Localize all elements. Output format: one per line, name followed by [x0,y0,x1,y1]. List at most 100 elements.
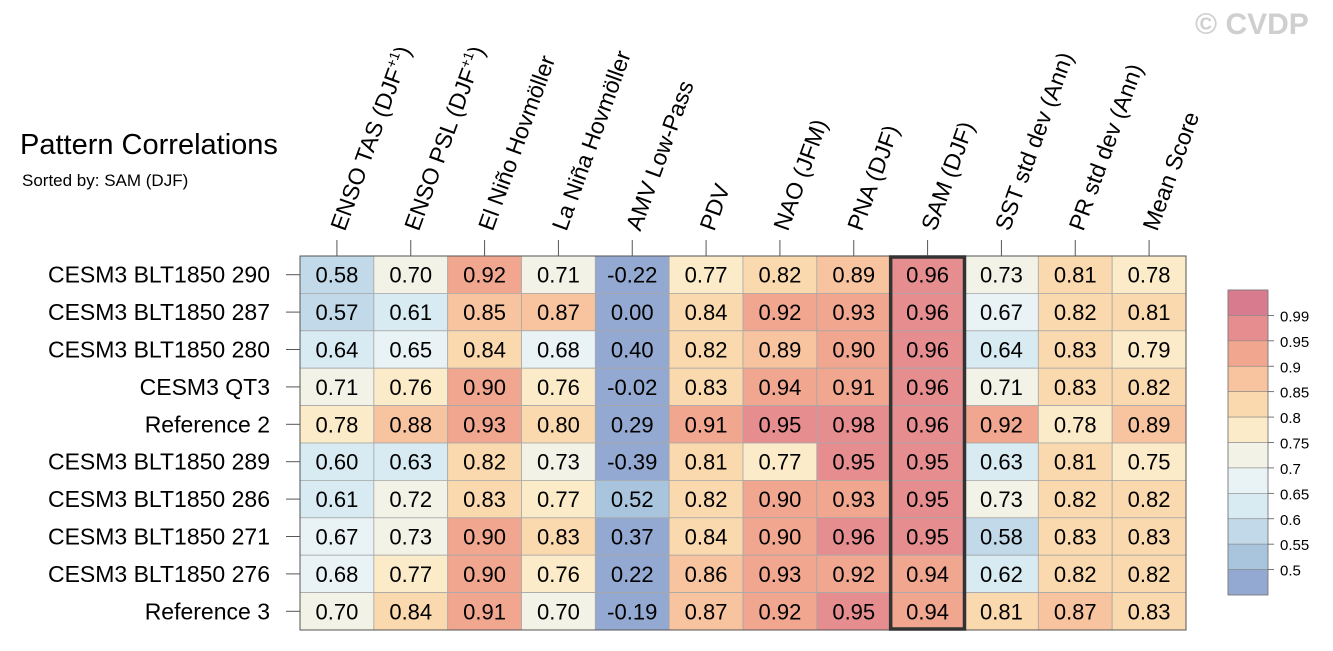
heatmap-cell [299,517,375,556]
cell-value: 0.62 [980,562,1023,587]
colorbar-label: 0.65 [1280,486,1309,503]
heatmap-cell [742,479,818,519]
cell-value: 0.73 [980,263,1023,288]
cell-value: 0.96 [832,525,875,550]
cell-value: 0.82 [685,338,728,363]
column-label: PNA (DJF) [842,122,904,234]
row-label: CESM3 BLT1850 289 [48,449,270,475]
colorbar-label: 0.95 [1280,334,1309,351]
cell-value: 0.91 [685,412,728,437]
cell-value: 0.82 [463,450,506,475]
cell-value: 0.81 [685,450,728,475]
cell-value: 0.52 [611,487,654,512]
cell-value: 0.82 [685,487,728,512]
heatmap-cell [594,517,670,556]
colorbar-swatch [1227,416,1269,443]
heatmap-cell [447,517,522,556]
cell-value: 0.95 [906,525,949,550]
row-label: CESM3 BLT1850 276 [48,561,270,587]
cell-value: 0.70 [537,599,580,624]
cell-value: 0.58 [980,525,1023,550]
colorbar-swatch [1227,442,1269,469]
cell-value: 0.78 [1128,263,1171,288]
colorbar-label: 0.7 [1280,461,1301,478]
heatmap-cell [890,367,965,407]
row-label: CESM3 QT3 [140,374,270,400]
heatmap-cell [668,292,744,332]
column-label: El Niño Hovmöller [473,52,560,234]
cell-value: 0.88 [389,412,432,437]
heatmap-cell [964,367,1039,407]
cell-value: 0.73 [389,525,432,550]
cell-value: 0.93 [832,487,875,512]
cell-value: 0.95 [832,599,875,624]
colorbar-label: 0.5 [1280,563,1301,580]
colorbar-label: 0.55 [1280,537,1309,554]
heatmap-cell [594,330,670,369]
column-labels: ENSO TAS (DJF+1)ENSO PSL (DJF+1)El Niño … [324,42,1204,256]
column-label: La Niña Hovmöller [547,47,636,234]
cell-value: 0.83 [1128,525,1171,550]
heatmap-cell [521,442,596,481]
heatmap-cell [299,330,375,369]
heatmap-cell [373,479,449,519]
colorbar: 0.99 0.95 0.9 0.85 0.8 0.75 0.7 0.65 0.6 0.55 0.5 [1227,289,1309,596]
column-label: SST std dev (Ann) [990,49,1079,234]
cell-value: 0.64 [980,338,1023,363]
grid-border [299,255,1187,631]
chart-subtitle: Sorted by: SAM (DJF) [22,171,188,190]
column-label: ENSO TAS (DJF+1) [324,42,416,234]
heatmap-cell [521,592,596,631]
heatmap-cell [521,255,596,294]
heatmap-cell [299,405,375,444]
cell-value: 0.91 [832,375,875,400]
cell-value: 0.92 [759,599,802,624]
heatmap-cell [447,405,522,444]
cell-value: 0.71 [980,375,1023,400]
cell-value: 0.82 [1054,562,1097,587]
cell-value: 0.98 [832,412,875,437]
cell-value: 0.57 [316,300,359,325]
heatmap-cell [890,292,965,332]
cell-value: 0.70 [389,263,432,288]
cell-value: -0.19 [607,599,657,624]
cell-value: 0.77 [759,450,802,475]
cell-value: 0.76 [537,375,580,400]
heatmap-cell [521,367,596,407]
heatmap-cell [742,592,818,631]
heatmap-cell [1111,442,1187,481]
cell-value: 0.77 [685,263,728,288]
cell-value: -0.02 [607,375,657,400]
row-labels: CESM3 BLT1850 290 CESM3 BLT1850 287 CESM3 … [48,262,300,624]
cell-value: 0.84 [685,300,728,325]
heatmap-cell [1037,479,1113,519]
row-label: Reference 2 [145,411,270,437]
cell-value: 0.81 [1054,450,1097,475]
heatmap-cell [964,517,1039,556]
row-label: CESM3 BLT1850 286 [48,486,270,512]
cell-value: 0.79 [1128,338,1171,363]
heatmap-cell [447,554,522,594]
heatmap-cell [373,255,449,294]
column-label: ENSO PSL (DJF+1) [398,42,490,234]
colorbar-label: 0.9 [1280,359,1301,376]
cell-value: 0.89 [759,338,802,363]
heatmap-cell [742,292,818,332]
heatmap-cell [373,592,449,631]
colorbar-swatch [1227,493,1269,520]
colorbar-swatch [1227,543,1269,570]
cell-value: 0.40 [611,338,654,363]
cell-value: 0.77 [537,487,580,512]
heatmap-cell [373,292,449,332]
row-label: CESM3 BLT1850 290 [48,262,270,288]
heatmap-cell [594,592,670,631]
cell-value: 0.64 [316,338,359,363]
heatmap-cell [816,405,892,444]
row-label: CESM3 BLT1850 287 [48,299,270,325]
heatmap-cell [742,517,818,556]
cell-value: 0.92 [832,562,875,587]
cell-value: 0.92 [463,263,506,288]
heatmap-cell [1111,330,1187,369]
cell-value: 0.37 [611,525,654,550]
heatmap-cell [1111,479,1187,519]
